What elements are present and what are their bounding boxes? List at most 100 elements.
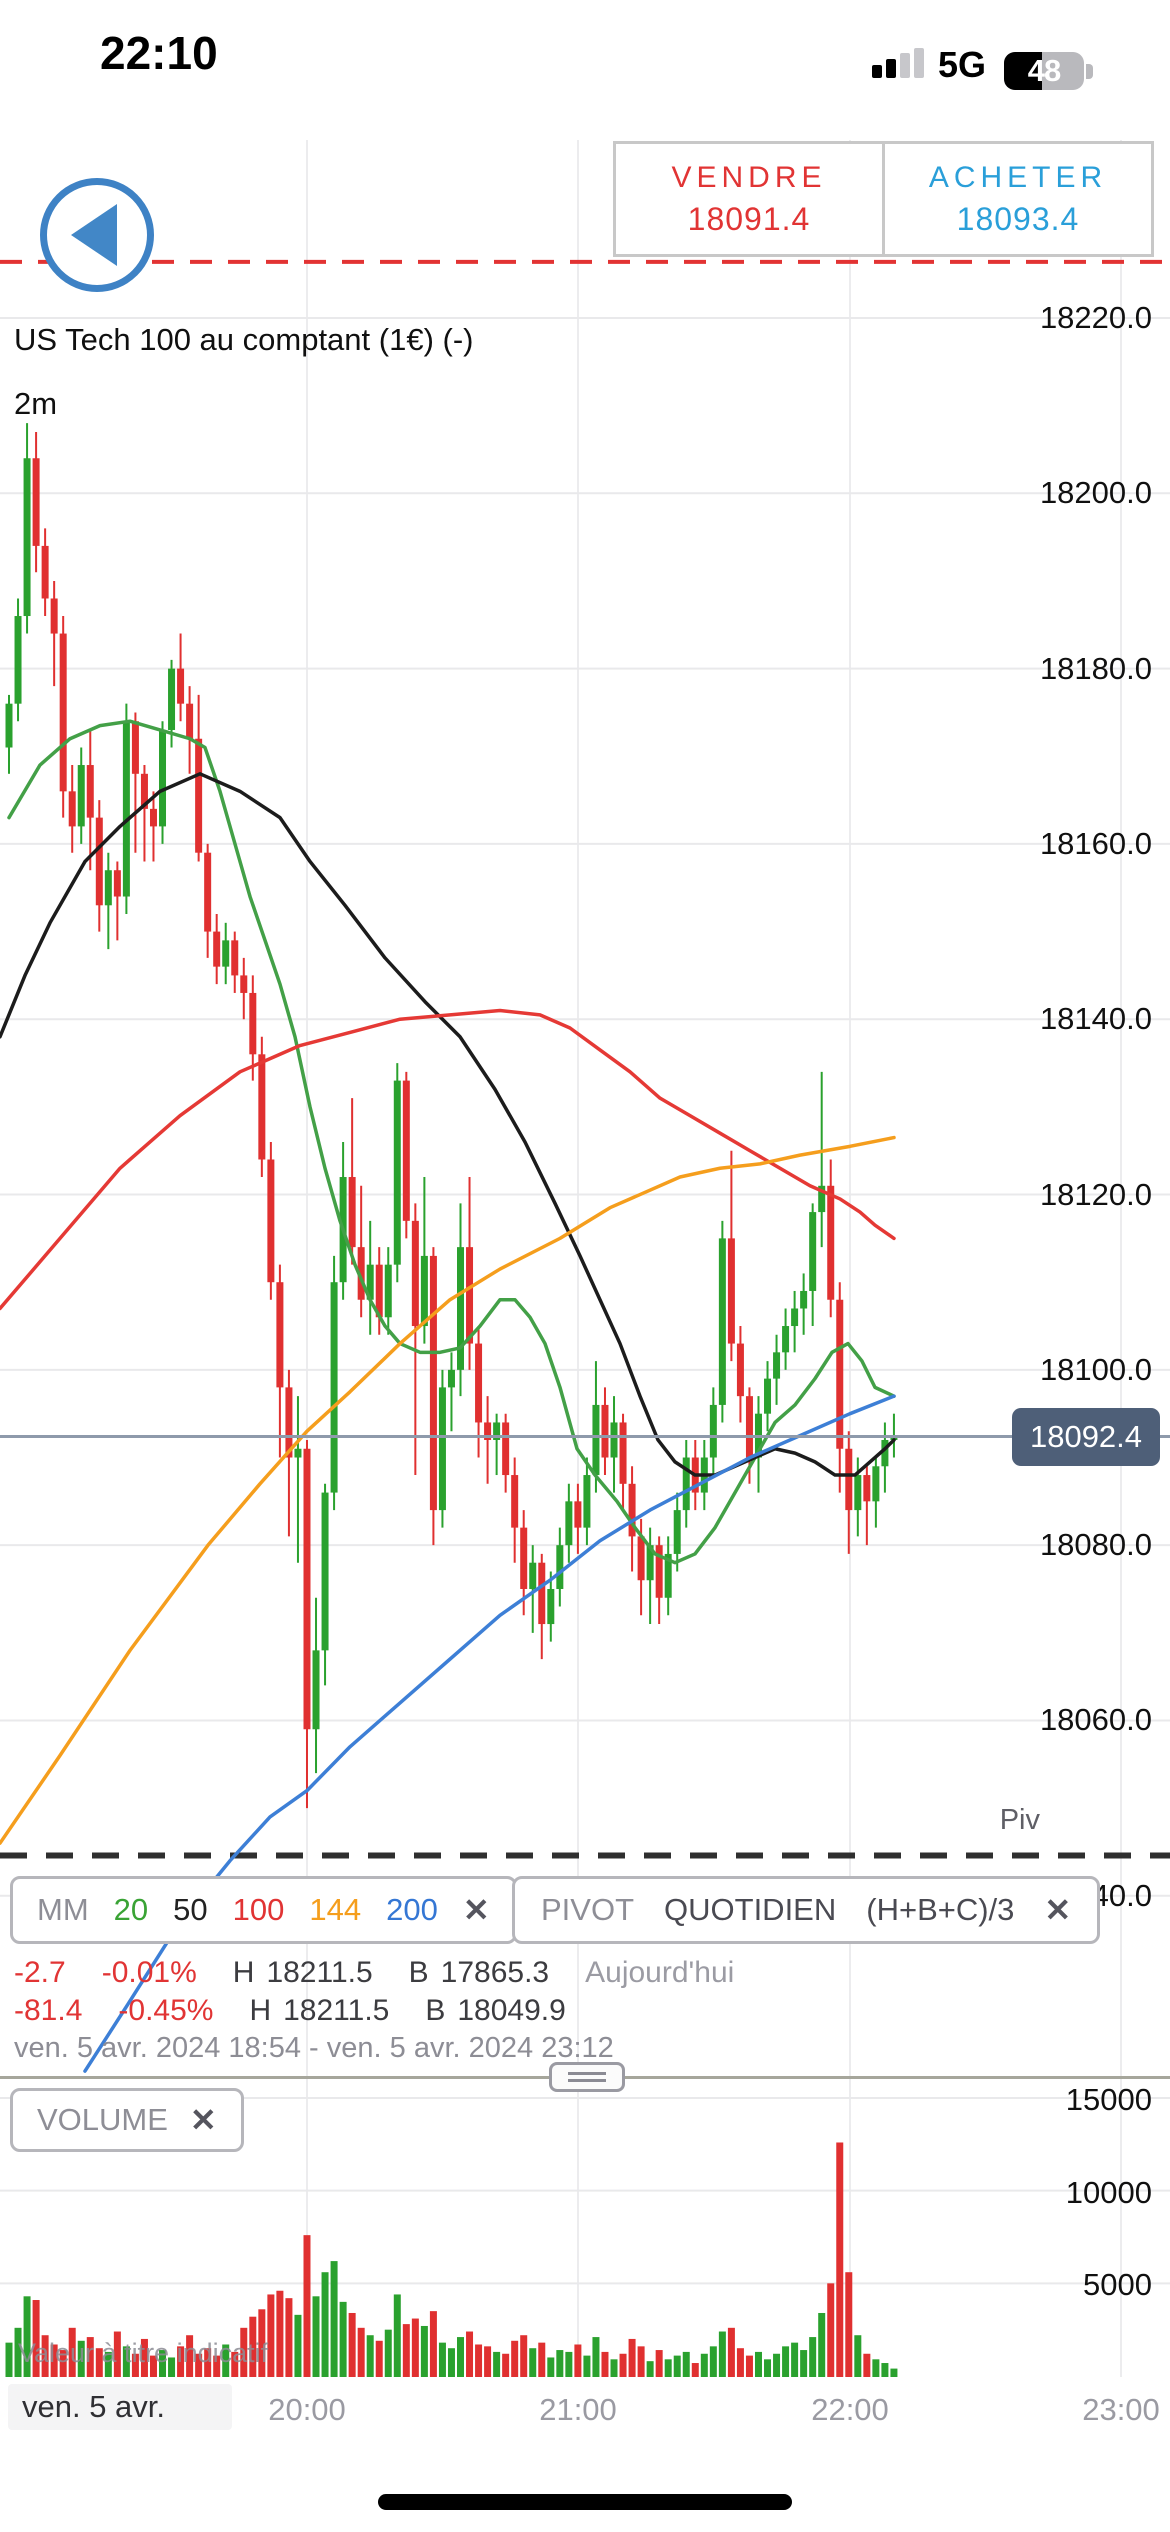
volume-bar: [131, 2353, 139, 2377]
current-price-badge: 18092.4: [1012, 1408, 1160, 1466]
buy-button[interactable]: ACHETER 18093.4: [882, 141, 1154, 257]
volume-bar: [159, 2350, 167, 2377]
volume-bar: [637, 2346, 645, 2377]
volume-bar: [420, 2325, 428, 2377]
visible-date-range: ven. 5 avr. 2024 18:54 - ven. 5 avr. 202…: [14, 2032, 614, 2064]
volume-bar: [800, 2350, 808, 2377]
pivot-close-icon[interactable]: ✕: [1044, 1892, 1072, 1928]
candle-body: [601, 1404, 609, 1458]
change-percent: -0.45%: [118, 1994, 214, 2027]
candle-body: [682, 1457, 690, 1511]
candle-body: [303, 1448, 311, 1730]
watermark: Valeur à titre indicatif: [18, 2338, 269, 2368]
low-value: 17865.3: [440, 1956, 550, 1989]
ma-line-mm20: [7, 719, 896, 1565]
time-axis-label: 20:00: [268, 2392, 346, 2427]
volume-close-icon[interactable]: ✕: [189, 2102, 217, 2138]
volume-bar: [773, 2353, 781, 2377]
candle-body: [655, 1545, 663, 1598]
volume-bar: [818, 2312, 826, 2377]
candle-body: [420, 1255, 428, 1327]
candle-body: [411, 1220, 419, 1327]
candle-body: [565, 1501, 573, 1546]
order-panel: VENDRE 18091.4 ACHETER 18093.4: [613, 141, 1154, 257]
candle-body: [159, 729, 167, 827]
volume-bar: [113, 2331, 121, 2377]
candle-body: [276, 1282, 284, 1388]
candle-body: [493, 1422, 501, 1440]
volume-bar: [754, 2351, 762, 2377]
candle-body: [348, 1177, 356, 1248]
volume-bar: [493, 2351, 501, 2377]
sell-label: VENDRE: [671, 160, 827, 194]
high-value: 18211.5: [283, 1994, 390, 2027]
ma-line-mm144: [0, 1135, 896, 1845]
volume-bar: [610, 2359, 618, 2377]
low-pair: B 17865.3: [409, 1956, 549, 1990]
volume-bar: [511, 2340, 519, 2377]
buy-label: ACHETER: [928, 160, 1108, 194]
low-label: B: [425, 1994, 446, 2027]
volume-bar: [330, 2261, 338, 2377]
volume-bar: [782, 2346, 790, 2377]
mm-period-50: 50: [173, 1892, 208, 1927]
volume-indicator-chip[interactable]: VOLUME ✕: [10, 2088, 244, 2152]
volume-bar: [745, 2355, 753, 2377]
candle-body: [32, 458, 40, 546]
mm-close-icon[interactable]: ✕: [462, 1892, 490, 1928]
sell-price: 18091.4: [687, 200, 811, 237]
candle-body: [764, 1378, 772, 1414]
candle-body: [475, 1343, 483, 1423]
candle-body: [122, 721, 130, 897]
pane-resize-handle[interactable]: [549, 2062, 625, 2092]
pivot-indicator-chip[interactable]: PIVOT QUOTIDIEN (H+B+C)/3 ✕: [512, 1876, 1101, 1944]
volume-bar: [718, 2331, 726, 2377]
candle-body: [863, 1475, 871, 1502]
volume-bar: [195, 2353, 203, 2377]
price-axis-label: 18120.0: [1039, 1176, 1152, 1212]
volume-bar: [845, 2272, 853, 2377]
volume-bar: [736, 2348, 744, 2377]
price-axis-label: 18160.0: [1039, 825, 1152, 861]
volume-axis-label: 15000: [1065, 2082, 1152, 2117]
candle-body: [809, 1212, 817, 1291]
candle-body: [745, 1396, 753, 1458]
sell-button[interactable]: VENDRE 18091.4: [613, 141, 885, 257]
low-pair: B 18049.9: [425, 1994, 565, 2028]
clock: 22:10: [100, 27, 218, 79]
price-axis-label: 18140.0: [1039, 1001, 1152, 1037]
volume-bar: [294, 2314, 302, 2377]
candle-body: [547, 1588, 555, 1625]
volume-bar: [213, 2355, 221, 2377]
volume-bar: [68, 2327, 76, 2377]
candle-body: [664, 1553, 672, 1598]
candle-body: [881, 1439, 889, 1467]
high-label: H: [232, 1956, 255, 1989]
period-label: Aujourd'hui: [585, 1956, 735, 1989]
volume-bar: [231, 2351, 239, 2377]
volume-bar: [475, 2344, 483, 2377]
mm-indicator-chip[interactable]: MM 20 50 100 144 200 ✕: [10, 1876, 517, 1944]
volume-bar: [872, 2359, 880, 2377]
volume-bar: [691, 2363, 699, 2377]
candle-body: [249, 992, 257, 1055]
back-button[interactable]: [40, 178, 154, 292]
volume-bar: [86, 2337, 94, 2377]
candle-body: [890, 1436, 898, 1440]
candle-body: [375, 1264, 383, 1318]
home-indicator[interactable]: [378, 2494, 792, 2510]
volume-bar: [258, 2309, 266, 2377]
volume-bar: [520, 2335, 528, 2377]
candle-body: [240, 975, 248, 993]
volume-bar: [402, 2324, 410, 2377]
candle-body: [294, 1448, 302, 1458]
volume-bar: [429, 2311, 437, 2377]
volume-bar: [727, 2327, 735, 2377]
timeframe-label[interactable]: 2m: [14, 386, 58, 421]
mm-period-144: 144: [309, 1892, 362, 1927]
volume-bar: [574, 2344, 582, 2377]
battery-percent: 48: [1027, 53, 1061, 88]
volume-bar: [375, 2340, 383, 2377]
